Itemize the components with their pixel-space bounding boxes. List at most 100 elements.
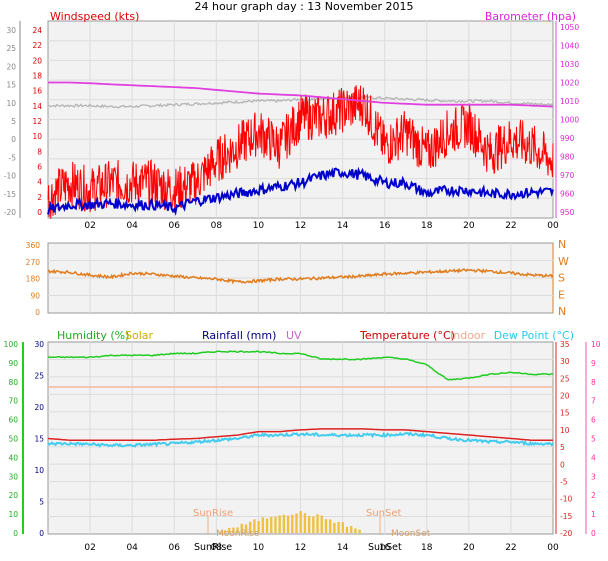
rainfall-legend: Rainfall (mm) xyxy=(202,329,276,342)
x-tick-label: 20 xyxy=(463,221,475,231)
solar-bar xyxy=(303,513,307,533)
wind-inner-tick: 24 xyxy=(32,26,42,35)
sunrise-axis-label: SunRise xyxy=(194,542,232,553)
uv-tick: 1 xyxy=(591,510,596,519)
direction-tick: 180 xyxy=(26,275,41,284)
wind-inner-tick: 2 xyxy=(37,193,42,202)
barometer-tick: 1050 xyxy=(560,23,579,32)
humidity-legend: Humidity (%) xyxy=(57,329,129,342)
temperature-right-tick: 5 xyxy=(560,443,565,452)
wind-inner-tick: 6 xyxy=(37,163,42,172)
solar-bar xyxy=(274,516,277,533)
humidity-tick: 50 xyxy=(8,435,18,444)
uv-tick: 4 xyxy=(591,453,596,462)
direction-tick: 360 xyxy=(26,241,41,250)
x-tick-label: 12 xyxy=(295,543,306,553)
uv-tick: 6 xyxy=(591,416,596,425)
uv-legend: UV xyxy=(286,329,302,342)
barometer-tick: 980 xyxy=(560,153,575,162)
x-tick-label: 02 xyxy=(84,543,95,553)
barometer-series xyxy=(48,81,554,108)
barometer-tick: 970 xyxy=(560,171,575,180)
barometer-tick: 1040 xyxy=(560,42,579,51)
wind-panel-outer-ticks: 30 25 20 15 10 5 0 -5 -10 -15 -20 xyxy=(4,26,16,217)
wind-inner-tick: 4 xyxy=(37,178,42,187)
solar-bar xyxy=(265,518,269,533)
wind-outer-tick: -15 xyxy=(4,190,16,199)
temperature-legend: Temperature (°C) xyxy=(359,329,455,342)
solar-bar xyxy=(253,519,256,533)
wind-inner-tick: 18 xyxy=(32,72,42,81)
wind-outer-tick: -10 xyxy=(4,172,16,181)
x-tick-label: 16 xyxy=(379,221,391,231)
x-tick-label: 14 xyxy=(337,221,349,231)
x-tick-label: 08 xyxy=(211,543,223,553)
barometer-tick: 990 xyxy=(560,134,575,143)
windspeed-axis-label: Windspeed (kts) xyxy=(50,10,139,23)
direction-ticks: 360 270 180 90 0 xyxy=(26,241,41,317)
wind-inner-tick: 16 xyxy=(32,87,42,96)
solar-bar xyxy=(244,524,248,533)
solar-bar xyxy=(350,526,353,533)
humidity-series xyxy=(47,350,554,381)
x-tick-label: 06 xyxy=(169,221,181,231)
sunset-axis-label: SunSet xyxy=(368,542,402,553)
wind-outer-tick: 30 xyxy=(6,26,16,35)
temperature-right-ticks: 35 30 25 20 15 10 5 0 -5 -10 -15 -20 xyxy=(560,340,572,538)
direction-series xyxy=(47,267,554,285)
temperature-right-tick: 15 xyxy=(560,409,570,418)
humidity-tick: 100 xyxy=(4,340,19,349)
barometer-tick: 960 xyxy=(560,190,575,199)
humidity-tick: 30 xyxy=(8,472,18,481)
solar-bar xyxy=(320,515,323,533)
temperature-left-tick: 10 xyxy=(34,466,44,475)
wind-panel-x-ticks: 02 04 06 08 10 12 14 16 18 20 22 00 xyxy=(84,221,559,231)
barometer-tick: 1000 xyxy=(560,116,579,125)
compass-label: N xyxy=(558,238,566,251)
solar-bar xyxy=(328,519,332,533)
temperature-left-tick: 15 xyxy=(34,435,44,444)
uv-tick: 0 xyxy=(591,529,596,538)
moonrise-annotation: MoonRise xyxy=(216,529,260,539)
x-tick-label: 08 xyxy=(211,221,223,231)
uv-tick: 3 xyxy=(591,472,596,481)
uv-tick: 10 xyxy=(591,340,601,349)
solar-bar xyxy=(278,515,281,533)
sunrise-annotation: SunRise xyxy=(193,508,233,519)
solar-bar xyxy=(345,526,349,533)
temperature-left-ticks: 30 25 20 15 10 5 0 xyxy=(34,340,44,538)
solar-bar xyxy=(354,528,357,533)
x-tick-label: 04 xyxy=(126,221,138,231)
direction-tick: 90 xyxy=(30,291,40,300)
humidity-tick: 60 xyxy=(8,416,18,425)
wind-panel-series xyxy=(47,81,554,219)
solar-bar xyxy=(219,531,222,533)
solar-bar xyxy=(257,521,260,533)
wind-outer-tick: 25 xyxy=(6,44,16,53)
solar-bar xyxy=(312,516,315,533)
direction-tick: 0 xyxy=(35,308,40,317)
dewpoint-series xyxy=(47,431,554,448)
sun-moon-annotations: SunRise SunSet MoonRise MoonSet xyxy=(193,508,431,539)
x-tick-label: 18 xyxy=(421,543,433,553)
compass-label: E xyxy=(558,288,565,301)
solar-bar xyxy=(286,515,290,533)
direction-series xyxy=(47,267,554,285)
temperature-right-tick: 0 xyxy=(560,460,565,469)
dewpoint-legend: Dew Point (°C) xyxy=(494,329,574,342)
uv-tick: 9 xyxy=(591,359,596,368)
solar-bar xyxy=(291,514,294,533)
solar-bar xyxy=(358,529,361,533)
solar-legend: Solar xyxy=(125,329,154,342)
solar-bar xyxy=(316,514,319,533)
wind-outer-tick: 5 xyxy=(11,117,16,126)
chart-title: 24 hour graph day : 13 November 2015 xyxy=(194,0,413,13)
temperature-right-tick: -5 xyxy=(560,477,568,486)
temperature-right-tick: 10 xyxy=(560,426,570,435)
wind-outer-tick: 10 xyxy=(6,99,16,108)
solar-bar xyxy=(236,527,239,533)
wind-average-series xyxy=(47,166,554,216)
